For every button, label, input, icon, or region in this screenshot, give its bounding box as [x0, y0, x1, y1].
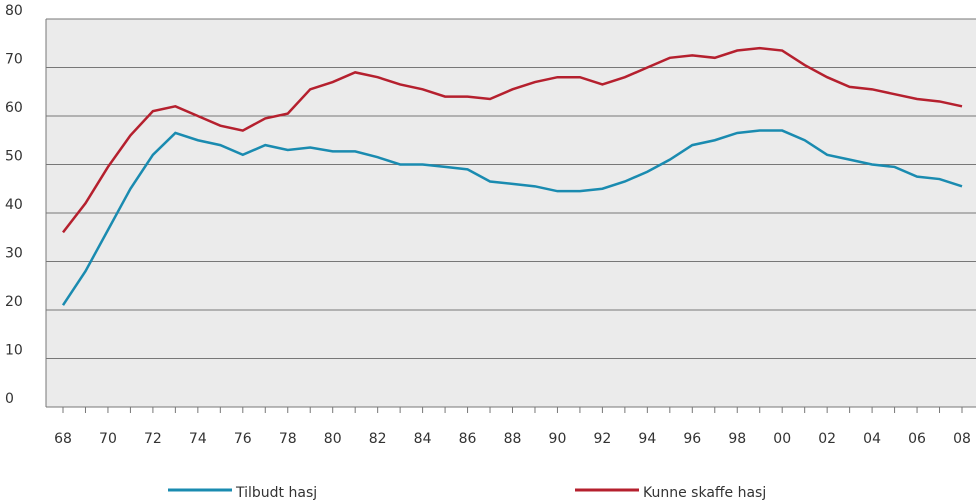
x-tick-label: 08	[953, 431, 971, 447]
x-tick-label: 88	[504, 431, 522, 447]
y-tick-label: 0	[5, 391, 14, 407]
x-tick-label: 70	[99, 431, 117, 447]
x-tick-label: 06	[908, 431, 926, 447]
x-tick-label: 04	[863, 431, 881, 447]
x-tick-label: 68	[54, 431, 72, 447]
x-tick-label: 02	[818, 431, 836, 447]
y-tick-label: 20	[5, 294, 23, 310]
legend-label: Tilbudt hasj	[235, 485, 317, 501]
y-tick-label: 70	[5, 52, 23, 68]
x-tick-label: 98	[728, 431, 746, 447]
data-line	[62, 46, 963, 234]
y-tick-label: 80	[5, 3, 23, 19]
x-tick-label: 84	[414, 431, 432, 447]
x-tick-label: 82	[369, 431, 387, 447]
legend-label: Kunne skaffe hasj	[643, 485, 766, 501]
x-tick-label: 78	[279, 431, 297, 447]
y-tick-label: 40	[5, 197, 23, 213]
x-tick-label: 96	[683, 431, 701, 447]
x-tick-label: 72	[144, 431, 162, 447]
x-tick-label: 90	[549, 431, 567, 447]
y-tick-label: 60	[5, 100, 23, 116]
x-tick-label: 80	[324, 431, 342, 447]
x-tick-label: 94	[638, 431, 656, 447]
y-tick-label: 10	[5, 343, 23, 359]
y-tick-label: 50	[5, 149, 23, 165]
data-line	[61, 129, 963, 306]
x-tick-label: 74	[189, 431, 207, 447]
x-tick-label: 76	[234, 431, 252, 447]
y-tick-label: 30	[5, 246, 23, 262]
x-tick-label: 92	[593, 431, 611, 447]
x-tick-label: 86	[459, 431, 477, 447]
x-tick-label: 00	[773, 431, 791, 447]
